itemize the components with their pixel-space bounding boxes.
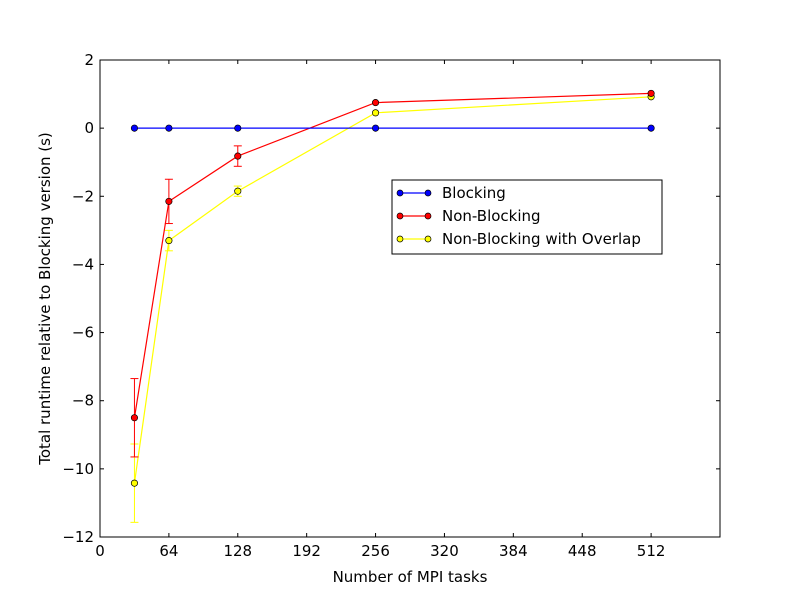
y-tick-label: −6	[72, 324, 94, 342]
x-tick-label: 320	[430, 542, 459, 560]
data-point	[165, 237, 173, 245]
x-axis-title: Number of MPI tasks	[333, 568, 488, 586]
series-layer	[130, 89, 655, 523]
data-point	[130, 124, 138, 132]
y-tick-label: 0	[84, 119, 94, 137]
series-non-blocking-with-overlap	[130, 93, 655, 523]
x-tick-label: 128	[223, 542, 252, 560]
data-point	[234, 152, 242, 160]
series-line	[133, 92, 652, 418]
x-tick-label: 256	[361, 542, 390, 560]
plot-area-frame	[99, 59, 721, 538]
data-point	[130, 414, 138, 422]
legend-entry: Non-Blocking	[396, 207, 541, 225]
legend-label: Non-Blocking with Overlap	[442, 230, 641, 248]
y-axis-title: Total runtime relative to Blocking versi…	[36, 132, 54, 466]
legend-entry: Non-Blocking with Overlap	[396, 230, 641, 248]
legend-marker	[424, 212, 432, 220]
series-blocking	[130, 124, 655, 132]
data-point	[165, 124, 173, 132]
data-point	[372, 124, 380, 132]
x-tick-label: 384	[499, 542, 528, 560]
legend-label: Non-Blocking	[442, 207, 541, 225]
legend: Blocking Non-Blocking Non-Blocking with Ov…	[391, 179, 663, 255]
x-tick-label: 512	[637, 542, 666, 560]
x-tick-label: 448	[568, 542, 597, 560]
axis-ticks: 0 64 128 192 256 320 384 448 512 −12 −10 −8 −6 −4 −2 0 2	[62, 51, 720, 560]
legend-marker	[424, 189, 432, 197]
data-point	[234, 124, 242, 132]
legend-box	[391, 179, 663, 255]
y-tick-label: −2	[72, 187, 94, 205]
data-point	[647, 89, 655, 97]
data-point	[372, 109, 380, 117]
y-tick-label: −10	[62, 460, 94, 478]
legend-entry: Blocking	[396, 184, 506, 202]
legend-marker	[396, 189, 404, 197]
legend-marker	[396, 212, 404, 220]
data-point	[130, 479, 138, 487]
data-point	[647, 124, 655, 132]
data-point	[372, 99, 380, 107]
y-tick-label: 2	[84, 51, 94, 69]
legend-marker	[396, 235, 404, 243]
x-tick-label: 64	[159, 542, 178, 560]
legend-marker	[424, 235, 432, 243]
legend-label: Blocking	[442, 184, 506, 202]
y-tick-label: −12	[62, 528, 94, 546]
y-tick-label: −8	[72, 392, 94, 410]
data-point	[165, 197, 173, 205]
x-tick-label: 192	[292, 542, 321, 560]
data-point	[234, 187, 242, 195]
series-line	[133, 96, 652, 484]
series-non-blocking	[130, 89, 655, 458]
y-tick-label: −4	[72, 255, 94, 273]
x-tick-label: 0	[95, 542, 105, 560]
